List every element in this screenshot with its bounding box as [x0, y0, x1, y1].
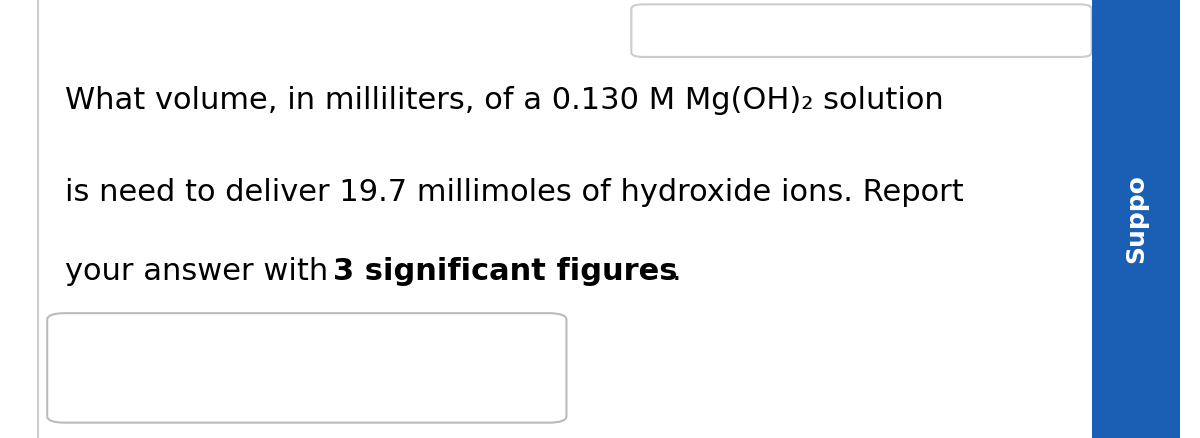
- Text: is need to deliver 19.7 millimoles of hydroxide ions. Report: is need to deliver 19.7 millimoles of hy…: [65, 178, 964, 207]
- Text: .: .: [672, 257, 682, 286]
- Text: Suppo: Suppo: [1124, 175, 1148, 263]
- Text: 3 significant figures: 3 significant figures: [334, 257, 678, 286]
- FancyBboxPatch shape: [631, 4, 1092, 57]
- Text: your answer with: your answer with: [65, 257, 338, 286]
- FancyBboxPatch shape: [1092, 0, 1180, 438]
- FancyBboxPatch shape: [47, 313, 566, 423]
- Text: What volume, in milliliters, of a 0.130 M Mg(OH)₂ solution: What volume, in milliliters, of a 0.130 …: [65, 86, 943, 115]
